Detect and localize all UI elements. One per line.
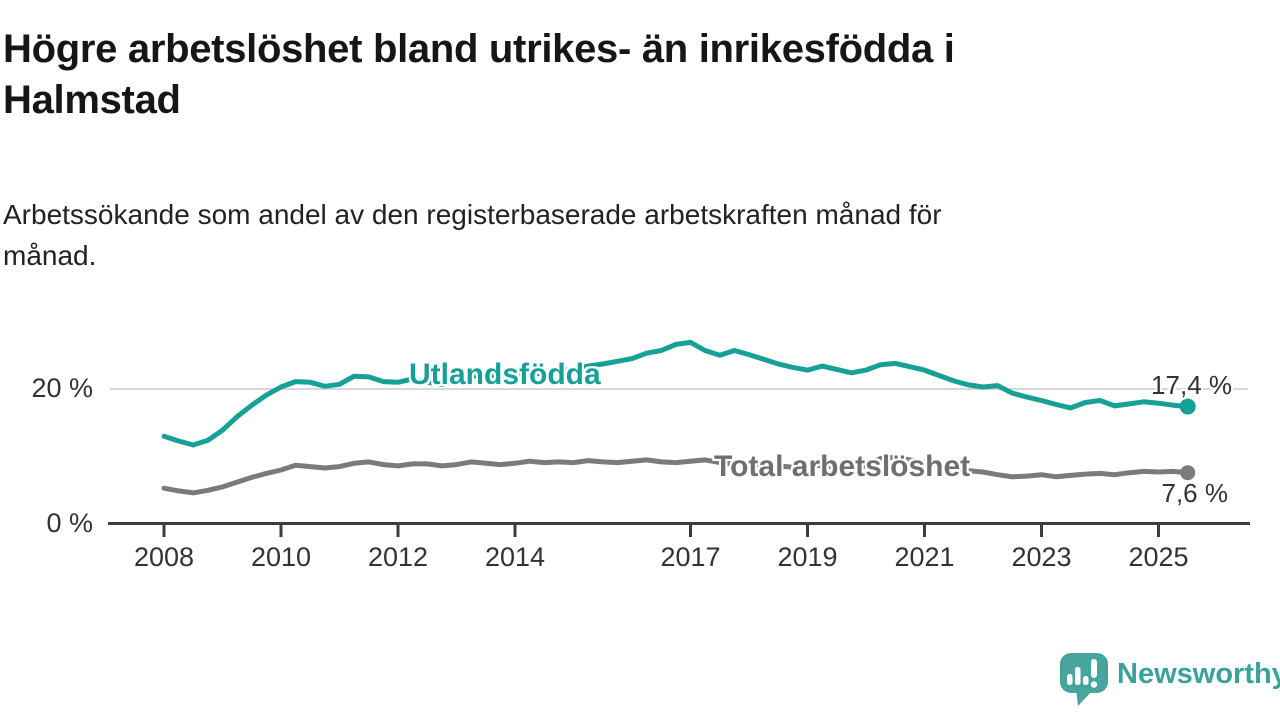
series-label-utlandsfodda: Utlandsfödda [409,358,601,391]
series-label-total-arbetsloshet: Total arbetslöshet [714,450,971,483]
chart-subtitle: Arbetssökande som andel av den registerb… [3,199,942,271]
bar-icon-2 [1075,667,1081,685]
x-tick-label-2021: 2021 [894,542,955,572]
x-tick-label-2008: 2008 [133,542,195,572]
exclamation-bar-icon [1091,659,1097,678]
x-tick-label-2017: 2017 [660,542,721,572]
newsworthy-bubble-icon [1060,653,1108,706]
x-tick-label-2023: 2023 [1011,542,1072,572]
bar-icon-1 [1067,674,1073,685]
exclamation-dot-icon [1090,681,1098,688]
bar-icon-3 [1083,676,1089,685]
x-tick-label-2014: 2014 [484,542,546,572]
page-title: Högre arbetslöshet bland utrikes- än inr… [3,27,955,122]
end-value-label-total: 7,6 % [1161,478,1229,508]
x-tick-label-2010: 2010 [250,542,312,572]
end-value-label-utlandsfodda: 17,4 % [1151,370,1232,400]
newsworthy-wordmark: Newsworthy [1117,657,1280,690]
x-tick-label-2025: 2025 [1128,542,1189,572]
y-axis-label-0: 0 % [46,508,93,538]
x-tick-label-2012: 2012 [367,542,429,572]
newsworthy-logo: Newsworthy [1056,648,1280,708]
x-tick-label-2019: 2019 [777,542,838,572]
y-axis-label-20: 20 % [31,373,93,403]
